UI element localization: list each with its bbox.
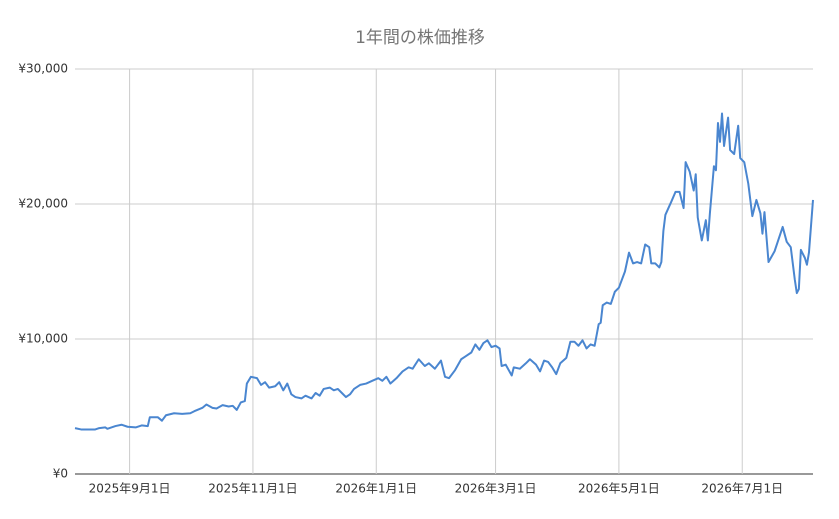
x-tick-label: 2026年3月1日 bbox=[455, 482, 537, 496]
x-tick-label: 2026年5月1日 bbox=[578, 482, 660, 496]
y-tick-label: ¥30,000 bbox=[18, 62, 68, 76]
y-tick-label: ¥10,000 bbox=[18, 332, 68, 346]
x-tick-label: 2026年7月1日 bbox=[701, 482, 783, 496]
data-line bbox=[74, 112, 814, 431]
y-tick-label: ¥20,000 bbox=[18, 197, 68, 211]
x-tick-label: 2025年9月1日 bbox=[89, 482, 171, 496]
x-tick-label: 2025年11月1日 bbox=[208, 482, 297, 496]
y-tick-label: ¥0 bbox=[53, 467, 68, 481]
chart-title: 1年間の株価推移 bbox=[355, 28, 485, 48]
x-tick-label: 2026年1月1日 bbox=[335, 482, 417, 496]
